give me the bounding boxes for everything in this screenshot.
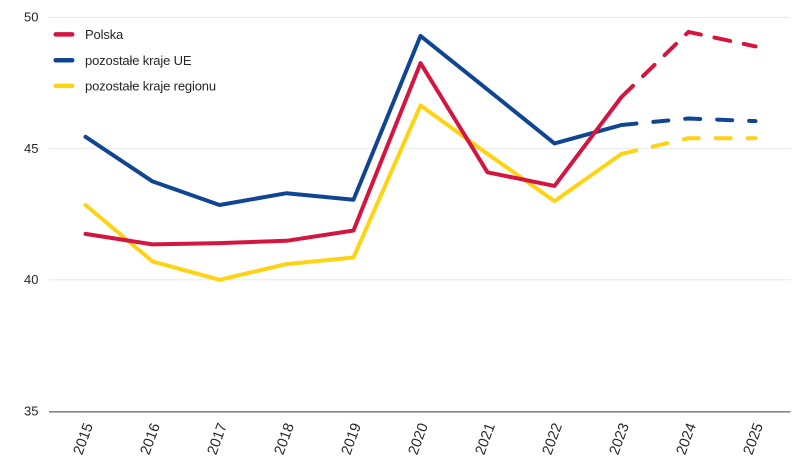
svg-text:35: 35 — [24, 403, 38, 418]
svg-text:Polska: Polska — [85, 27, 124, 42]
svg-text:50: 50 — [24, 10, 38, 25]
svg-text:40: 40 — [24, 272, 38, 287]
svg-text:45: 45 — [24, 141, 38, 156]
svg-text:pozostałe kraje UE: pozostałe kraje UE — [85, 53, 192, 68]
svg-text:pozostałe kraje regionu: pozostałe kraje regionu — [85, 79, 216, 94]
